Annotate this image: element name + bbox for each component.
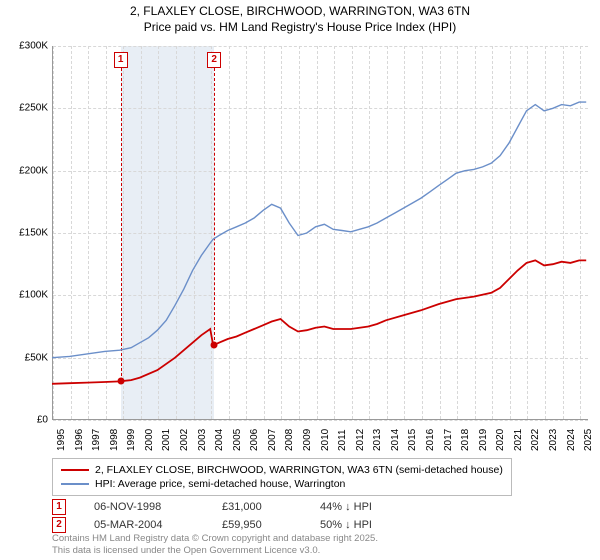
x-axis-label: 1998 <box>109 429 120 451</box>
sale-price: £59,950 <box>222 519 292 531</box>
legend-swatch <box>61 483 89 485</box>
sale-pct-vs-hpi: 50% ↓ HPI <box>320 519 410 531</box>
x-axis-label: 2014 <box>390 429 401 451</box>
title-line-1: 2, FLAXLEY CLOSE, BIRCHWOOD, WARRINGTON,… <box>0 4 600 20</box>
y-axis-label: £0 <box>37 415 48 426</box>
y-axis-label: £250K <box>19 103 48 114</box>
y-axis-label: £300K <box>19 41 48 52</box>
x-axis-label: 2016 <box>425 429 436 451</box>
footer-line-1: Contains HM Land Registry data © Crown c… <box>52 533 378 544</box>
legend-label: 2, FLAXLEY CLOSE, BIRCHWOOD, WARRINGTON,… <box>95 464 503 476</box>
chart-title: 2, FLAXLEY CLOSE, BIRCHWOOD, WARRINGTON,… <box>0 0 600 35</box>
x-axis-label: 2021 <box>513 429 524 451</box>
gridline-horizontal <box>53 420 588 421</box>
legend-row-property: 2, FLAXLEY CLOSE, BIRCHWOOD, WARRINGTON,… <box>61 463 503 477</box>
y-axis-label: £50K <box>25 352 48 363</box>
x-axis-label: 2004 <box>214 429 225 451</box>
x-axis-label: 2003 <box>197 429 208 451</box>
x-axis-label: 2023 <box>548 429 559 451</box>
sale-marker-icon: 1 <box>52 499 66 515</box>
sale-date: 05-MAR-2004 <box>94 519 194 531</box>
x-axis-label: 2009 <box>302 429 313 451</box>
x-axis-label: 2002 <box>179 429 190 451</box>
sale-pct-vs-hpi: 44% ↓ HPI <box>320 501 410 513</box>
sale-date: 06-NOV-1998 <box>94 501 194 513</box>
x-axis-label: 2011 <box>337 429 348 451</box>
series-line-hpi <box>52 102 586 358</box>
x-axis-label: 1999 <box>126 429 137 451</box>
x-axis-label: 2001 <box>161 429 172 451</box>
footer-line-2: This data is licensed under the Open Gov… <box>52 545 378 556</box>
y-axis-label: £200K <box>19 165 48 176</box>
sales-row: 2 05-MAR-2004 £59,950 50% ↓ HPI <box>52 516 410 534</box>
x-axis-label: 2010 <box>320 429 331 451</box>
y-axis-label: £150K <box>19 228 48 239</box>
legend-swatch <box>61 469 89 471</box>
plot-area: 1995199619971998199920002001200220032004… <box>52 46 588 420</box>
x-axis-label: 2000 <box>144 429 155 451</box>
legend-row-hpi: HPI: Average price, semi-detached house,… <box>61 477 503 491</box>
x-axis-label: 2013 <box>372 429 383 451</box>
chart-container: 2, FLAXLEY CLOSE, BIRCHWOOD, WARRINGTON,… <box>0 0 600 560</box>
y-axis-label: £100K <box>19 290 48 301</box>
footer-attribution: Contains HM Land Registry data © Crown c… <box>52 533 378 556</box>
sales-row: 1 06-NOV-1998 £31,000 44% ↓ HPI <box>52 498 410 516</box>
x-axis-label: 1996 <box>74 429 85 451</box>
x-axis-label: 2007 <box>267 429 278 451</box>
x-axis-label: 2015 <box>407 429 418 451</box>
x-axis-label: 2008 <box>284 429 295 451</box>
x-axis-label: 1995 <box>56 429 67 451</box>
x-axis-label: 2019 <box>478 429 489 451</box>
x-axis-label: 2005 <box>232 429 243 451</box>
title-line-2: Price paid vs. HM Land Registry's House … <box>0 20 600 36</box>
legend: 2, FLAXLEY CLOSE, BIRCHWOOD, WARRINGTON,… <box>52 458 512 496</box>
x-axis-label: 2012 <box>355 429 366 451</box>
x-axis-label: 2025 <box>583 429 594 451</box>
x-axis-label: 2017 <box>443 429 454 451</box>
line-chart-svg <box>52 46 588 420</box>
legend-label: HPI: Average price, semi-detached house,… <box>95 478 345 490</box>
series-line-property <box>52 260 586 383</box>
sales-table: 1 06-NOV-1998 £31,000 44% ↓ HPI 2 05-MAR… <box>52 498 410 534</box>
x-axis-label: 1997 <box>91 429 102 451</box>
x-axis-label: 2020 <box>495 429 506 451</box>
sale-marker-icon: 2 <box>52 517 66 533</box>
x-axis-label: 2022 <box>530 429 541 451</box>
x-axis-label: 2018 <box>460 429 471 451</box>
sale-price: £31,000 <box>222 501 292 513</box>
x-axis-label: 2006 <box>249 429 260 451</box>
x-axis-label: 2024 <box>566 429 577 451</box>
